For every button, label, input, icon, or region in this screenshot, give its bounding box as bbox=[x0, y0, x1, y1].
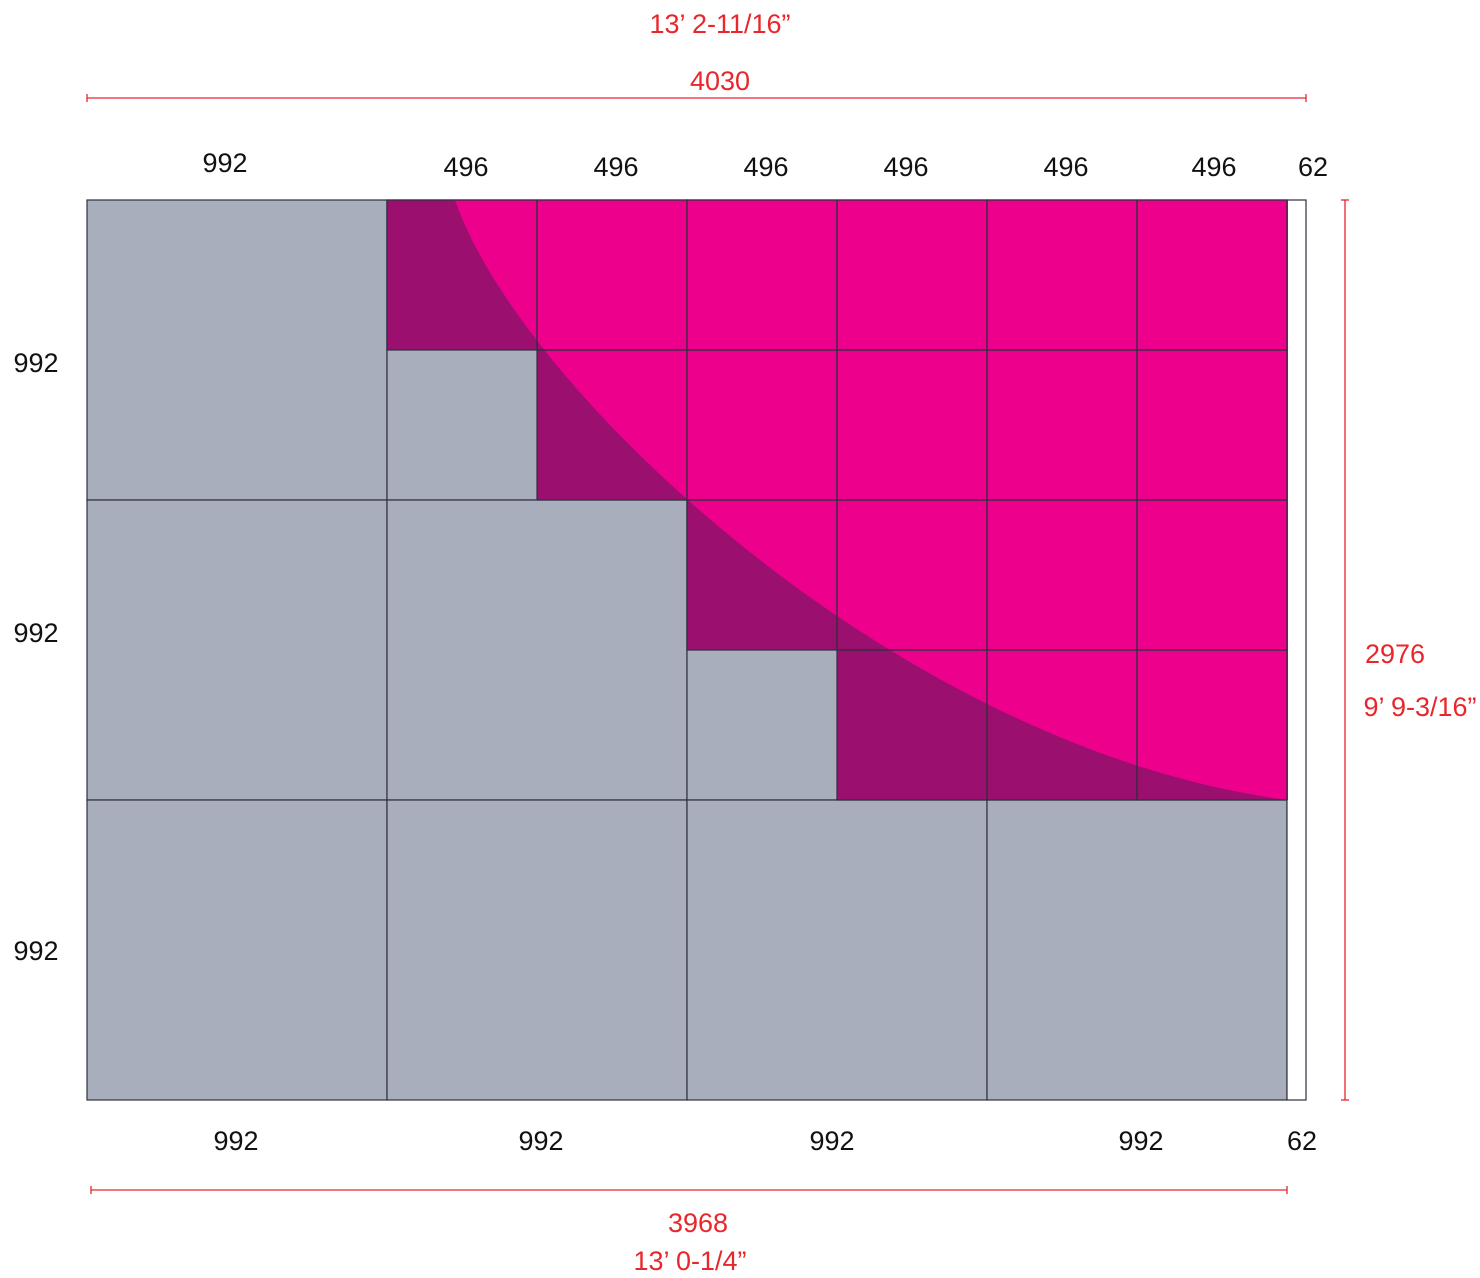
bottom-column-label: 992 bbox=[809, 1126, 854, 1156]
top-column-label: 992 bbox=[202, 148, 247, 178]
overall-width-mm: 4030 bbox=[690, 66, 750, 96]
gray-tile bbox=[86, 799, 388, 1101]
left-row-label: 992 bbox=[13, 348, 58, 378]
gray-tile bbox=[386, 799, 688, 1101]
left-row-label: 992 bbox=[13, 936, 58, 966]
panel-width-mm: 3968 bbox=[668, 1208, 728, 1238]
small-tile bbox=[1136, 649, 1288, 801]
gray-tile bbox=[986, 799, 1288, 1101]
bottom-column-labels: 992 992 992 992 62 bbox=[213, 1126, 1317, 1156]
overall-height-mm: 2976 bbox=[1365, 639, 1425, 669]
top-column-label: 62 bbox=[1298, 152, 1328, 182]
left-row-labels: 992 992 992 bbox=[13, 348, 58, 966]
gray-tile bbox=[86, 499, 388, 801]
top-column-label: 496 bbox=[883, 152, 928, 182]
top-column-label: 496 bbox=[743, 152, 788, 182]
gray-tile bbox=[86, 199, 388, 501]
panel-width-imperial: 13’ 0-1/4” bbox=[633, 1246, 746, 1276]
overall-height-dimension: 2976 9’ 9-3/16” bbox=[1341, 199, 1477, 1101]
small-tile-grid bbox=[386, 199, 1288, 801]
panel-width-dimension: 3968 13’ 0-1/4” bbox=[90, 1186, 1288, 1276]
bottom-column-label: 992 bbox=[518, 1126, 563, 1156]
overall-height-imperial: 9’ 9-3/16” bbox=[1363, 692, 1476, 722]
overall-width-imperial: 13’ 2-11/16” bbox=[649, 9, 790, 39]
gray-tile bbox=[386, 499, 688, 801]
filler-strip bbox=[1286, 199, 1307, 1101]
gray-tile bbox=[686, 799, 988, 1101]
top-column-label: 496 bbox=[593, 152, 638, 182]
top-column-label: 496 bbox=[1191, 152, 1236, 182]
bottom-column-label: 62 bbox=[1287, 1126, 1317, 1156]
top-column-label: 496 bbox=[443, 152, 488, 182]
bottom-column-label: 992 bbox=[1118, 1126, 1163, 1156]
overall-width-dimension: 13’ 2-11/16” 4030 bbox=[86, 9, 1307, 102]
top-column-label: 496 bbox=[1043, 152, 1088, 182]
top-column-labels: 992 496 496 496 496 496 496 62 bbox=[202, 148, 1328, 182]
left-row-label: 992 bbox=[13, 618, 58, 648]
bottom-column-label: 992 bbox=[213, 1126, 258, 1156]
